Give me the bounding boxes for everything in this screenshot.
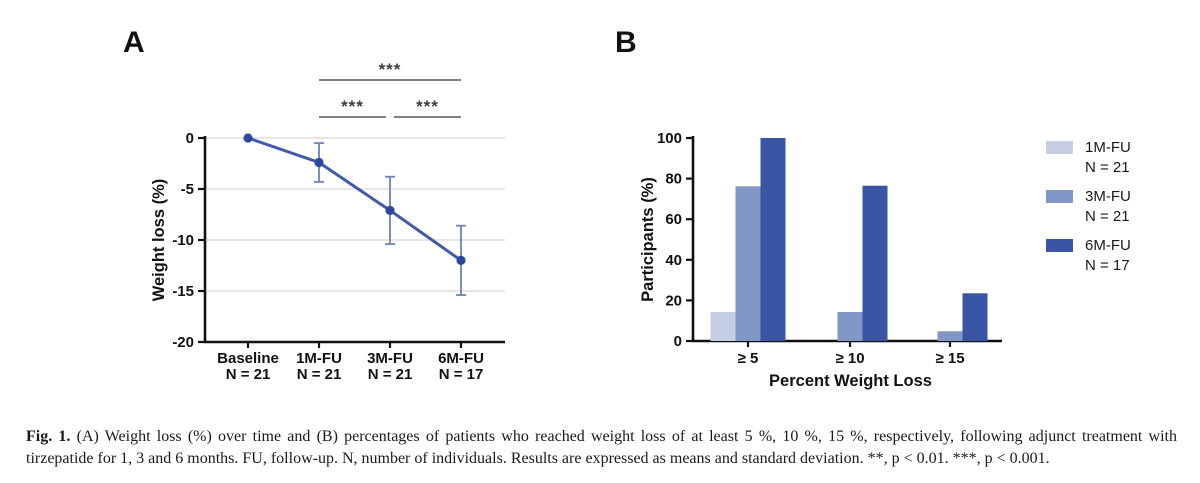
legend-entry-3m-fu: 3M-FU N = 21 [1046, 187, 1131, 227]
svg-text:3M-FU: 3M-FU [367, 350, 413, 367]
panel-a-label: A [123, 26, 145, 59]
svg-text:-10: -10 [172, 232, 194, 249]
panel-b-bar-chart: 0 20 40 60 80 100 Participants (%) ≥ 5 ≥ 10 ≥ 15P… [639, 130, 1002, 390]
svg-text:N = 17: N = 17 [439, 366, 484, 383]
svg-text:Percent Weight Loss: Percent Weight Loss [769, 372, 932, 390]
legend-swatch-icon [1046, 239, 1073, 252]
legend-swatch-icon [1046, 190, 1073, 203]
svg-text:0: 0 [674, 333, 682, 350]
svg-text:***: *** [341, 97, 364, 116]
svg-text:***: *** [416, 97, 439, 116]
svg-text:-5: -5 [181, 181, 194, 198]
svg-text:≥ 5: ≥ 5 [738, 350, 759, 367]
panel-b-label: B [615, 26, 637, 59]
svg-text:100: 100 [657, 130, 682, 147]
legend-label: 6M-FU N = 17 [1085, 237, 1131, 274]
legend-swatch-icon [1046, 141, 1073, 154]
svg-text:N = 21: N = 21 [297, 366, 342, 383]
svg-text:≥ 15: ≥ 15 [935, 350, 964, 367]
svg-text:80: 80 [665, 171, 682, 188]
svg-text:Weight loss (%): Weight loss (%) [150, 179, 168, 302]
svg-text:6M-FU: 6M-FU [438, 350, 484, 367]
svg-text:N = 21: N = 21 [226, 366, 271, 383]
caption-lead: Fig. 1. [26, 428, 71, 445]
svg-text:-20: -20 [172, 334, 194, 351]
legend-label: 1M-FU N = 21 [1085, 139, 1131, 176]
legend-entry-1m-fu: 1M-FU N = 21 [1046, 138, 1131, 178]
svg-text:40: 40 [665, 252, 682, 269]
chart-legend: 1M-FU N = 21 3M-FU N = 21 6M-FU N = 17 [1046, 138, 1131, 285]
svg-text:0: 0 [186, 130, 194, 147]
caption-text: (A) Weight loss (%) over time and (B) pe… [26, 428, 1178, 467]
svg-text:60: 60 [665, 211, 682, 228]
svg-text:Participants (%): Participants (%) [639, 177, 657, 302]
svg-text:N = 21: N = 21 [368, 366, 413, 383]
figure-caption: Fig. 1. (A) Weight loss (%) over time an… [26, 426, 1177, 470]
svg-text:Baseline: Baseline [217, 350, 279, 367]
svg-text:20: 20 [665, 292, 682, 309]
svg-text:-15: -15 [172, 283, 194, 300]
legend-entry-6m-fu: 6M-FU N = 17 [1046, 236, 1131, 276]
svg-text:***: *** [379, 60, 402, 79]
svg-text:1M-FU: 1M-FU [296, 350, 342, 367]
svg-text:≥ 10: ≥ 10 [835, 350, 864, 367]
legend-label: 3M-FU N = 21 [1085, 188, 1131, 225]
